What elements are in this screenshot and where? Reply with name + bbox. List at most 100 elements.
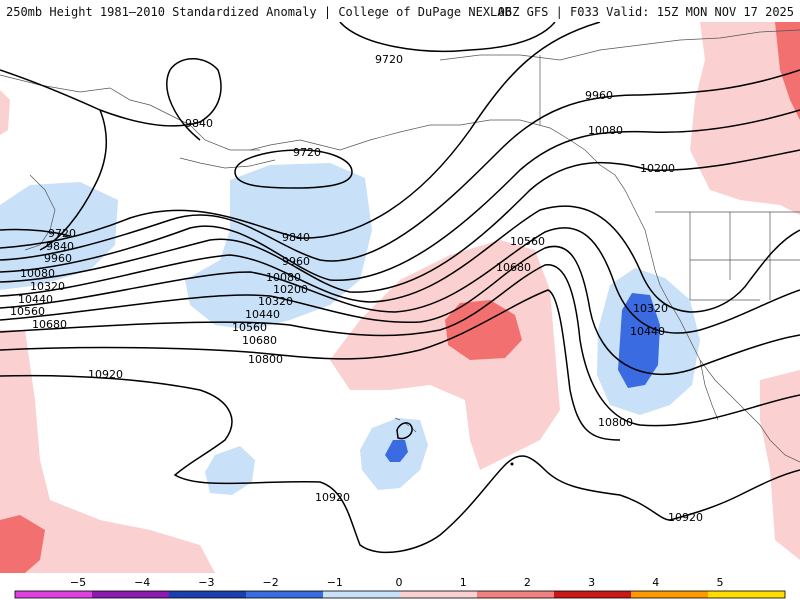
map-title: 250mb Height 1981–2010 Standardized Anom… — [6, 5, 512, 19]
colorbar-tick-label: −2 — [262, 576, 278, 589]
contour-9720-north — [339, 22, 556, 53]
colorbar-segment — [169, 591, 247, 598]
colorbar-segment — [323, 591, 401, 598]
contour-label: 10080 — [588, 124, 623, 137]
contour-label: 10560 — [232, 321, 267, 334]
contour-label: 9840 — [46, 240, 74, 253]
colorbar-tick-label: −1 — [327, 576, 343, 589]
contour-label: 10920 — [315, 491, 350, 504]
contour-label: 10920 — [668, 511, 703, 524]
anomaly-positive-south-west-core — [0, 515, 45, 573]
contour-label: 10320 — [30, 280, 65, 293]
contour-label: 10320 — [633, 302, 668, 315]
anomaly-positive-central-pacific — [330, 240, 560, 470]
colorbar-segment — [708, 591, 786, 598]
anomaly-positive-far-left — [0, 90, 10, 135]
baja — [699, 359, 719, 421]
anomaly-positive-central-pacific-core — [445, 300, 522, 360]
anomaly-negative-hawaii-core — [385, 440, 408, 462]
contour-10080 — [0, 109, 800, 281]
bc-coast — [584, 149, 661, 286]
contour-10800 — [0, 289, 621, 441]
anomaly-negative-southwest-core — [618, 293, 660, 388]
contour-label: 10440 — [18, 293, 53, 306]
contour-label: 9720 — [293, 146, 321, 159]
contour-label: 10920 — [88, 368, 123, 381]
contour-labels: 9720 9720 9720 9840 9840 9840 9960 9960 … — [10, 53, 703, 524]
colorbar-tick-label: 5 — [717, 576, 724, 589]
anomaly-negative-gulf — [185, 163, 372, 330]
colorbar-tick-label: 3 — [588, 576, 595, 589]
contour-label: 10680 — [496, 261, 531, 274]
contour-label: 10680 — [242, 334, 277, 347]
anomaly-map: 9720 9720 9720 9840 9840 9840 9960 9960 … — [0, 22, 800, 573]
colorbar-segment — [400, 591, 478, 598]
contour-10560 — [0, 245, 800, 375]
colorbar-segment — [15, 591, 93, 598]
anomaly-positive-right-edge — [760, 370, 800, 560]
contour-label: 9840 — [185, 117, 213, 130]
contour-10920 — [0, 374, 800, 554]
colorbar-segment — [477, 591, 555, 598]
contour-label: 10200 — [273, 283, 308, 296]
height-contours — [0, 22, 800, 554]
colorbar-outline — [14, 590, 786, 599]
location-dot — [510, 462, 514, 466]
contour-9720-closed — [234, 149, 353, 189]
contour-10680 — [0, 264, 800, 427]
colorbar-tick-label: −3 — [198, 576, 214, 589]
anomaly-positive-strong-northeast — [775, 22, 800, 120]
contour-label: 10440 — [245, 308, 280, 321]
colorbar-segment — [631, 591, 709, 598]
alaska-coast — [249, 119, 586, 151]
colorbar: −5 −4 −3 −2 −1 0 1 2 3 4 5 — [14, 576, 786, 599]
contour-label: 10560 — [10, 305, 45, 318]
contour-label: 10800 — [248, 353, 283, 366]
us-west-coast — [659, 284, 771, 441]
state-lines-1 — [689, 212, 800, 301]
arctic-coast — [439, 29, 800, 61]
contour-9840-north — [0, 58, 222, 141]
aleutian-chain — [179, 157, 276, 169]
siberia-coast — [0, 74, 260, 151]
colorbar-tick-label: −5 — [70, 576, 86, 589]
contour-small-closed — [396, 422, 413, 440]
colorbar-segment — [92, 591, 170, 598]
contour-10200 — [0, 149, 800, 293]
contour-label: 10800 — [598, 416, 633, 429]
contour-10440 — [0, 227, 800, 334]
contour-label: 10320 — [258, 295, 293, 308]
contour-label: 9960 — [585, 89, 613, 102]
title-bar: 250mb Height 1981–2010 Standardized Anom… — [0, 0, 800, 22]
anomaly-shading — [0, 22, 800, 573]
contour-label: 10080 — [266, 271, 301, 284]
contour-label: 9960 — [44, 252, 72, 265]
anomaly-positive-alaska-canada — [690, 22, 800, 215]
mexico-coast — [769, 439, 800, 463]
colorbar-tick-label: 1 — [460, 576, 467, 589]
contour-label: 10200 — [640, 162, 675, 175]
contour-label: 10680 — [32, 318, 67, 331]
run-info: 06Z GFS | F033 Valid: 15Z MON NOV 17 202… — [497, 5, 794, 19]
contour-label: 10440 — [630, 325, 665, 338]
anomaly-positive-south-west — [0, 330, 215, 573]
colorbar-tick-label: 2 — [524, 576, 531, 589]
contour-9720-west — [0, 228, 71, 237]
contour-9960 — [0, 69, 800, 262]
contour-label: 9840 — [282, 231, 310, 244]
coastlines — [0, 29, 800, 463]
contour-label: 9720 — [375, 53, 403, 66]
contour-label: 9960 — [282, 255, 310, 268]
colorbar-segment — [246, 591, 324, 598]
contour-9840-left — [39, 109, 108, 251]
colorbar-tick-label: 4 — [652, 576, 659, 589]
contour-label: 10560 — [510, 235, 545, 248]
kamchatka-coast — [24, 174, 56, 251]
contour-10320 — [0, 205, 800, 313]
contour-9840-main — [0, 22, 601, 249]
colorbar-tick-label: −4 — [134, 576, 150, 589]
colorbar-segment — [554, 591, 632, 598]
contour-label: 10080 — [20, 267, 55, 280]
contour-label: 9720 — [48, 227, 76, 240]
colorbar-tick-label: 0 — [396, 576, 403, 589]
